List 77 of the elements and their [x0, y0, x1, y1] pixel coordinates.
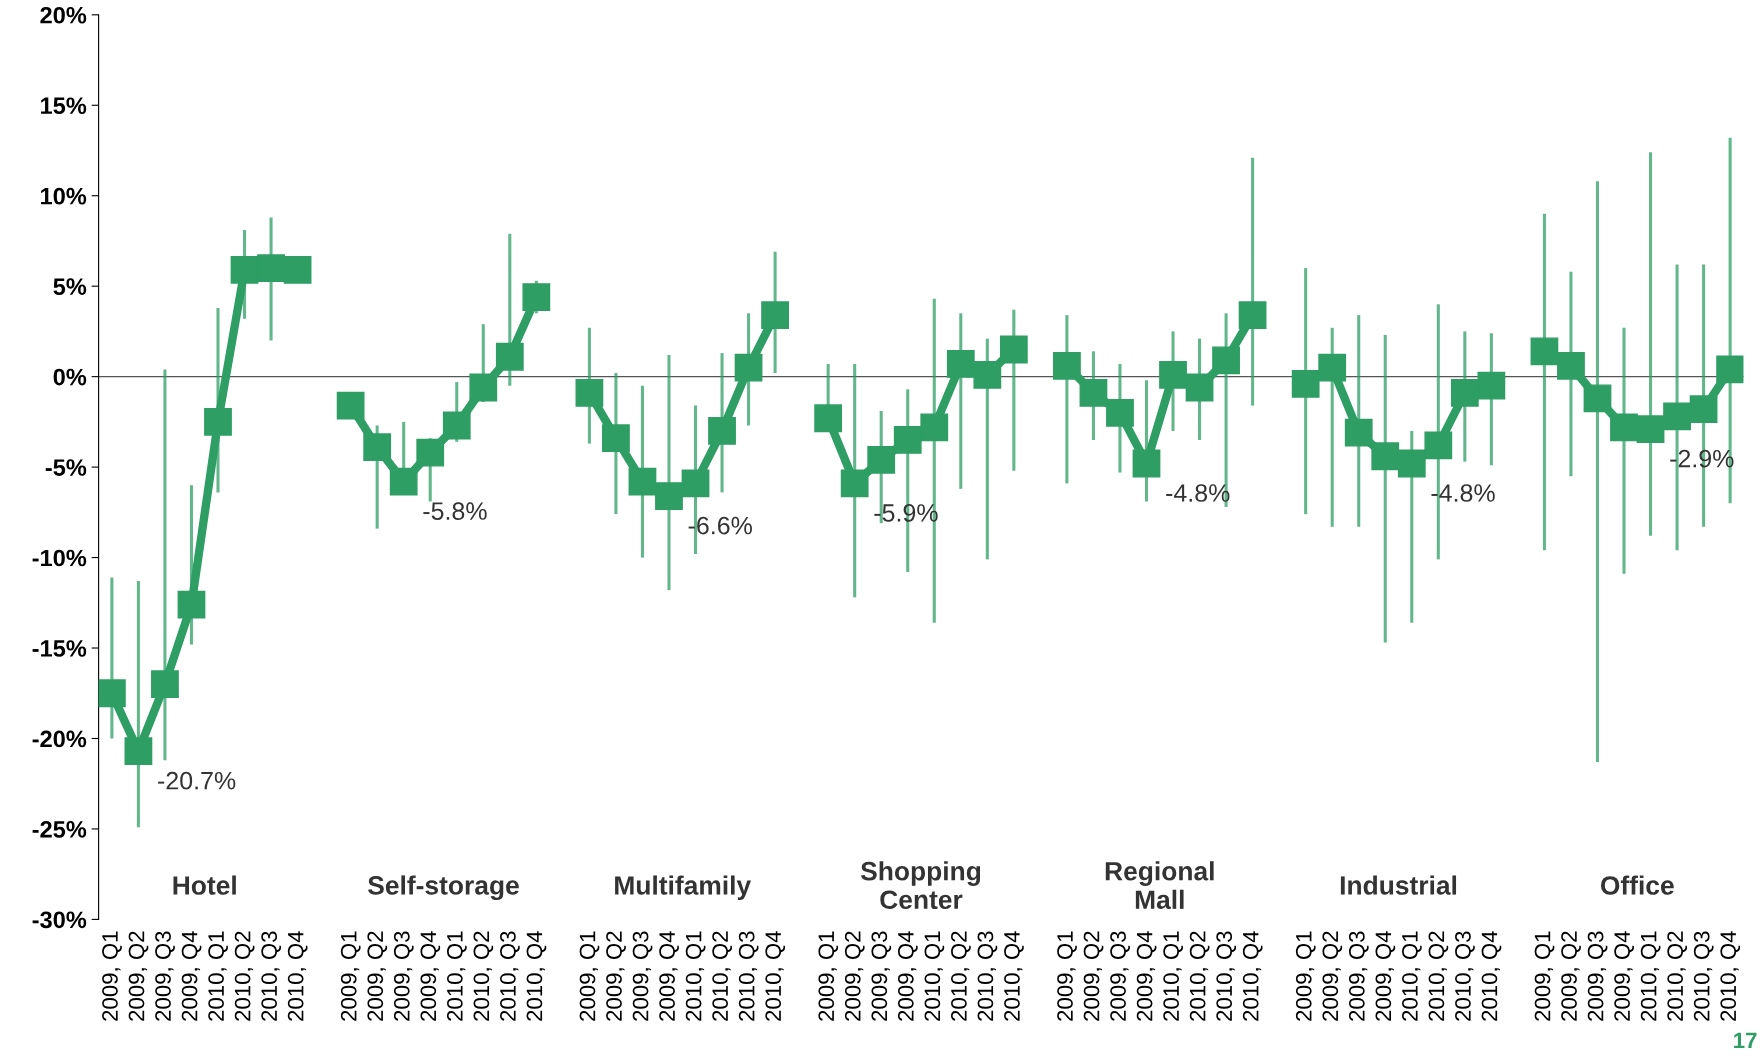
x-tick-label: 2009, Q4	[1136, 931, 1157, 1021]
y-tick-label: -10%	[32, 549, 87, 567]
annotation: Shopping Center	[860, 861, 981, 910]
annotation: Hotel	[173, 875, 236, 895]
x-tick-label: 2009, Q1	[579, 931, 600, 1021]
y-tick-label: 10%	[41, 187, 87, 205]
text: 17	[1734, 1032, 1757, 1049]
y-tick-label: -20%	[32, 730, 87, 748]
y-tick-label: 15%	[41, 97, 87, 115]
x-tick-label: 2009, Q3	[1348, 931, 1369, 1021]
x-tick-label: 2009, Q4	[897, 931, 918, 1021]
x-tick-label: 2010, Q3	[261, 931, 281, 1021]
x-tick-label: 2010, Q4	[1481, 931, 1502, 1021]
x-tick-label: 2010, Q1	[1163, 931, 1183, 1021]
x-tick-label: 2009, Q2	[844, 931, 865, 1021]
x-tick-label: 2010, Q2	[712, 931, 732, 1021]
x-tick-label: 2009, Q3	[1110, 931, 1130, 1021]
x-tick-label: 2009, Q3	[871, 931, 892, 1021]
x-tick-label: 2010, Q1	[1640, 931, 1661, 1021]
x-tick-label: 2010, Q1	[685, 931, 706, 1021]
x-tick-label: 2009, Q3	[1587, 931, 1608, 1021]
annotation: -5.8%	[423, 502, 487, 520]
y-tick-label: 5%	[53, 278, 87, 295]
x-tick-label: 2009, Q1	[1057, 931, 1077, 1021]
y-tick-label: -15%	[32, 640, 87, 657]
x-tick-label: 2010, Q3	[500, 931, 520, 1021]
x-tick-label: 2009, Q1	[1534, 931, 1555, 1021]
x-tick-label: 2010, Q4	[1242, 931, 1263, 1021]
x-tick-label: 2010, Q2	[951, 931, 971, 1021]
x-tick-label: 2009, Q4	[420, 931, 441, 1021]
annotation: Industrial	[1340, 875, 1457, 895]
x-tick-label: 2010, Q2	[1189, 931, 1210, 1021]
y-tick-label: -25%	[32, 821, 87, 838]
x-tick-label: 2010, Q2	[1428, 931, 1449, 1021]
x-tick-label: 2010, Q4	[526, 931, 547, 1021]
x-tick-label: 2010, Q1	[1402, 931, 1422, 1021]
annotation: Regional Mall	[1105, 861, 1214, 910]
x-tick-label: 2010, Q4	[765, 931, 786, 1021]
x-tick-label: 2009, Q1	[340, 931, 361, 1021]
x-tick-label: 2010, Q3	[1455, 931, 1475, 1021]
x-tick-label: 2009, Q1	[102, 931, 122, 1021]
x-tick-label: 2009, Q2	[1322, 931, 1343, 1021]
x-tick-label: 2009, Q1	[1295, 931, 1316, 1021]
x-tick-label: 2009, Q3	[155, 931, 175, 1021]
x-tick-label: 2010, Q4	[287, 931, 308, 1021]
x-tick-label: 2009, Q4	[659, 931, 679, 1021]
x-tick-label: 2009, Q3	[632, 931, 653, 1021]
x-tick-label: 2010, Q3	[1216, 931, 1237, 1021]
y-tick-label: -30%	[32, 911, 87, 929]
x-tick-label: 2009, Q1	[818, 931, 839, 1021]
x-tick-label: 2010, Q1	[924, 931, 945, 1021]
x-tick-label: 2009, Q2	[606, 931, 626, 1021]
x-tick-label: 2010, Q3	[1693, 931, 1714, 1021]
y-tick-label: 0%	[53, 368, 87, 386]
annotation: -20.7%	[158, 771, 236, 790]
x-tick-label: 2010, Q2	[473, 931, 494, 1021]
y-tick-label: -5%	[45, 459, 87, 476]
annotation: Self-storage	[368, 875, 519, 901]
y-tick-label: 20%	[40, 6, 87, 24]
x-tick-label: 2010, Q4	[1720, 931, 1741, 1021]
x-tick-label: 2009, Q2	[1561, 931, 1581, 1021]
x-tick-label: 2009, Q3	[393, 931, 414, 1021]
x-tick-label: 2010, Q2	[234, 931, 255, 1021]
x-tick-label: 2010, Q1	[208, 931, 228, 1021]
x-tick-label: 2009, Q2	[128, 931, 149, 1021]
x-tick-label: 2009, Q2	[1083, 931, 1104, 1021]
annotation: Multifamily	[615, 875, 752, 901]
x-tick-label: 2010, Q2	[1667, 931, 1688, 1021]
x-tick-label: 2010, Q4	[1004, 931, 1024, 1021]
x-tick-label: 2009, Q4	[181, 931, 202, 1021]
x-tick-label: 2010, Q3	[738, 931, 759, 1021]
x-tick-label: 2010, Q3	[977, 931, 998, 1021]
annotation: Office	[1600, 875, 1674, 895]
x-tick-label: 2009, Q2	[367, 931, 388, 1021]
x-tick-label: 2009, Q4	[1614, 931, 1634, 1021]
x-tick-label: 2010, Q1	[446, 931, 467, 1021]
x-tick-label: 2009, Q4	[1375, 931, 1396, 1021]
